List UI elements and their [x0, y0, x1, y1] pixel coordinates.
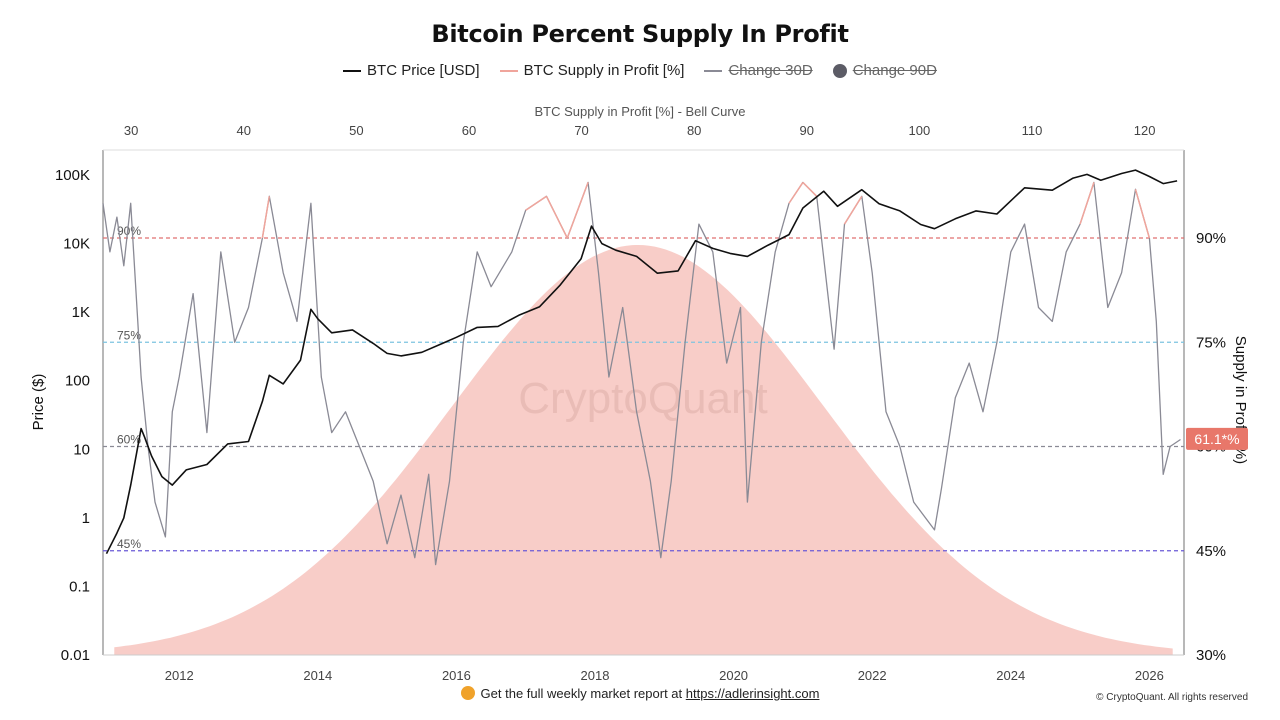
legend-item-change-30d[interactable]: Change 30D [704, 62, 813, 79]
top-tick-label: 100 [909, 123, 931, 138]
supply-over-90-segment [1134, 189, 1151, 239]
x-tick-label: 2012 [165, 668, 194, 683]
x-tick-label: 2020 [719, 668, 748, 683]
legend-label-supply-in-profit: BTC Supply in Profit [%] [523, 62, 685, 79]
x-tick-label: 2018 [581, 668, 610, 683]
current-value-badge [1186, 427, 1248, 450]
footer-text: Get the full weekly market report at [480, 686, 683, 701]
copyright: © CryptoQuant. All rights reserved [1096, 692, 1248, 703]
supply-over-90-segment [843, 195, 863, 225]
ref-label-75: 75% [117, 328, 141, 342]
x-tick-label: 2014 [303, 668, 332, 683]
watermark: CryptoQuant [518, 374, 767, 423]
legend-label-change-30d: Change 30D [728, 62, 813, 79]
left-tick-label: 100K [55, 167, 90, 184]
supply-over-90-segment [545, 195, 568, 239]
bell-curve [114, 245, 1173, 655]
top-tick-label: 70 [574, 123, 588, 138]
legend-swatch-supply-in-profit [499, 69, 518, 72]
x-tick-label: 2024 [996, 668, 1025, 683]
report-icon [460, 686, 475, 700]
legend-item-btc-price[interactable]: BTC Price [USD] [343, 62, 480, 79]
legend-swatch-change-30d [704, 69, 723, 72]
x-tick-label: 2022 [858, 668, 887, 683]
ref-label-45: 45% [117, 537, 141, 551]
ref-label-90: 90% [117, 224, 141, 238]
left-tick-label: 10 [73, 441, 90, 458]
left-tick-label: 10K [63, 236, 90, 253]
chart-legend: BTC Price [USD] BTC Supply in Profit [%]… [0, 62, 1280, 79]
supply-over-90-segment [788, 181, 804, 204]
x-tick-label: 2026 [1135, 668, 1164, 683]
legend-swatch-change-90d [832, 63, 847, 78]
current-value-label: 61.1*% [1194, 431, 1239, 447]
legend-item-change-90d[interactable]: Change 90D [832, 62, 937, 79]
top-axis-title: BTC Supply in Profit [%] - Bell Curve [534, 104, 746, 119]
top-tick-label: 50 [349, 123, 363, 138]
right-tick-label: 30% [1196, 647, 1226, 664]
left-axis-title: Price ($) [30, 374, 47, 431]
chart-title: Bitcoin Percent Supply In Profit [431, 20, 849, 48]
top-tick-label: 60 [462, 123, 476, 138]
supply-over-90-segment [1079, 182, 1095, 225]
series-supply-in-profit [102, 181, 1181, 566]
top-tick-label: 30 [124, 123, 138, 138]
top-tick-label: 80 [687, 123, 701, 138]
supply-over-90-segment [566, 182, 589, 239]
legend-label-change-90d: Change 90D [852, 62, 937, 79]
footer-link[interactable]: https://adlerinsight.com [685, 686, 820, 701]
top-tick-label: 110 [1022, 123, 1043, 138]
top-tick-label: 120 [1134, 123, 1156, 138]
left-tick-label: 100 [65, 373, 90, 390]
series-btc-price [105, 169, 1178, 555]
legend-item-supply-in-profit[interactable]: BTC Supply in Profit [%] [499, 62, 685, 79]
top-tick-label: 90 [800, 123, 814, 138]
right-tick-label: 45% [1196, 543, 1226, 560]
legend-swatch-btc-price [343, 69, 362, 72]
supply-over-90-segment [802, 181, 818, 197]
footer: Get the full weekly market report at htt… [0, 686, 1280, 701]
supply-over-90-segment [261, 196, 271, 239]
supply-over-90-segment [525, 195, 547, 211]
left-tick-label: 0.1 [69, 578, 90, 595]
right-tick-label: 90% [1196, 230, 1226, 247]
legend-label-btc-price: BTC Price [USD] [367, 62, 480, 79]
left-tick-label: 1 [82, 510, 90, 527]
x-tick-label: 2016 [442, 668, 471, 683]
ref-label-60: 60% [117, 433, 141, 447]
top-tick-label: 40 [237, 123, 251, 138]
left-tick-label: 0.01 [61, 647, 90, 664]
left-tick-label: 1K [72, 304, 90, 321]
right-tick-label: 75% [1196, 334, 1226, 351]
